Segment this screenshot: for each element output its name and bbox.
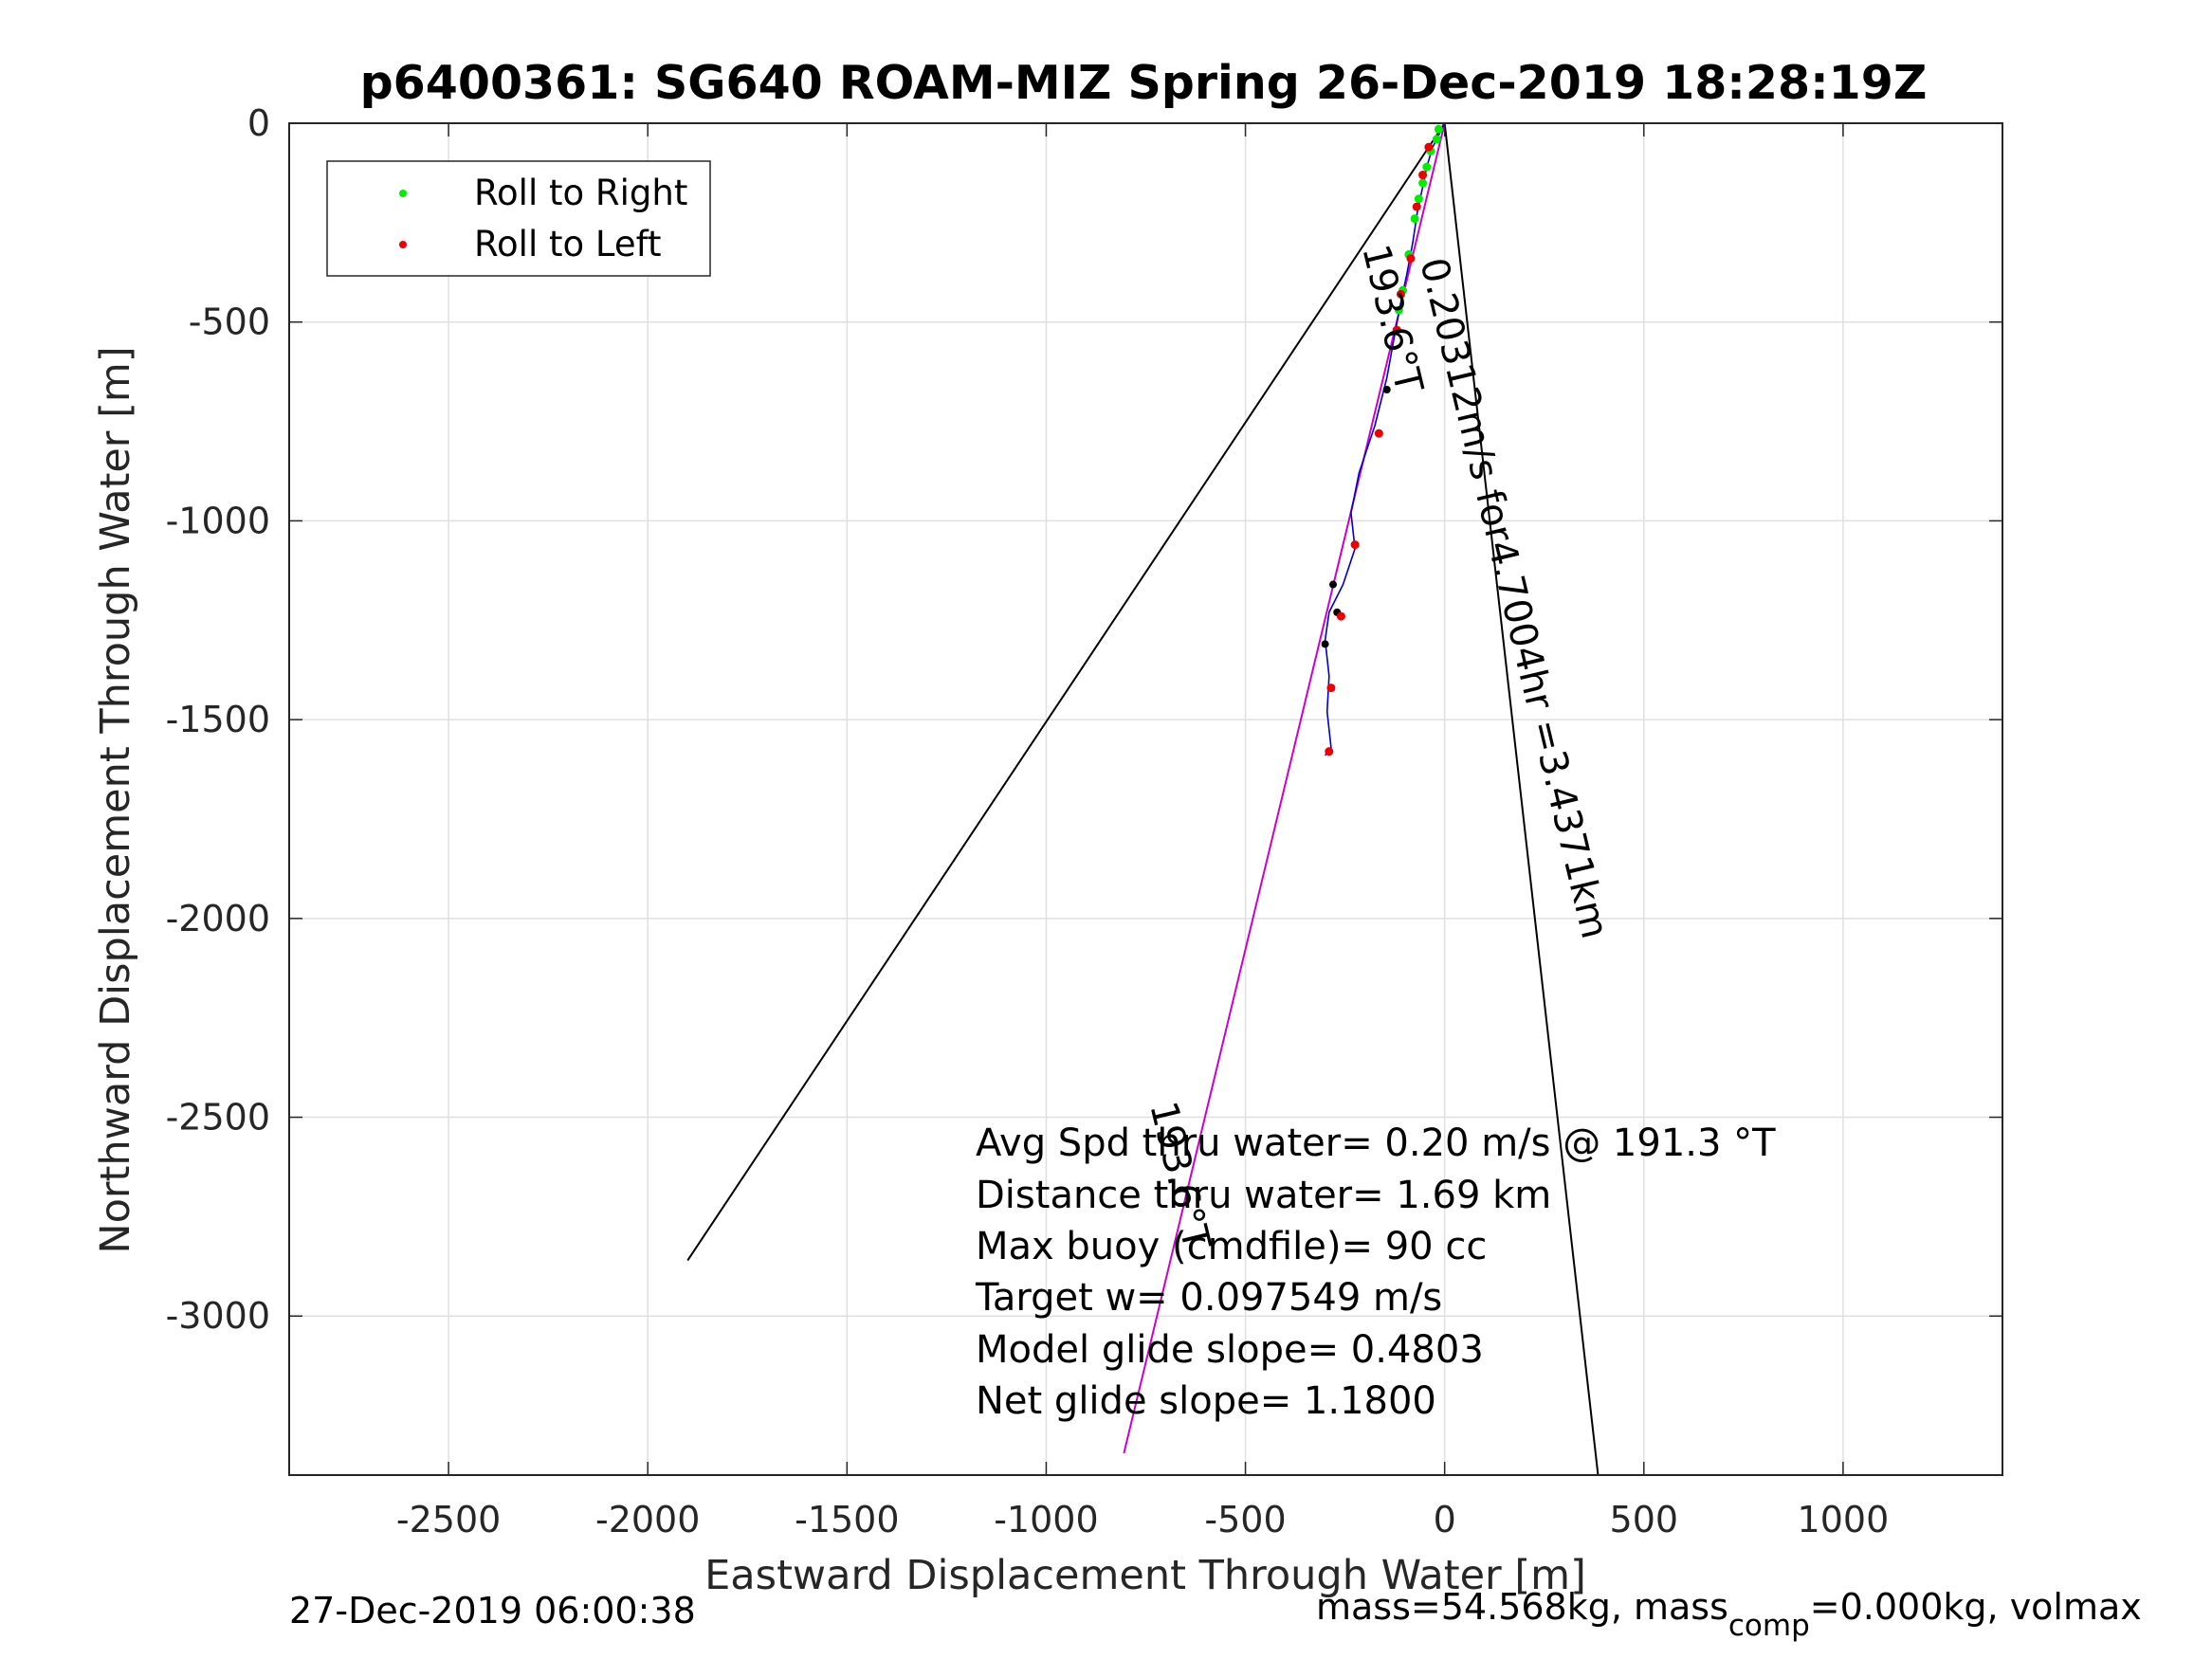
footer-mass: mass=54.568kg, masscomp=0.000kg, volmax [1316,1586,2142,1643]
ticks: -2500 -2000 -1500 -1000 -500 0 500 1000 0 -500 -10… [166,102,2002,1540]
legend: Roll to Right Roll to Left [326,160,711,277]
y-tick-label: -2500 [166,1097,270,1139]
legend-label-roll-left: Roll to Left [474,224,662,264]
roll-to-right-point [1410,214,1419,224]
y-tick-label: -3000 [166,1295,270,1337]
roll-to-left-point [1374,428,1383,438]
neutral-point [1329,580,1338,589]
chart-title: p6400361: SG640 ROAM-MIZ Spring 26-Dec-2… [360,56,1928,110]
roll-to-left-point [1424,142,1434,152]
legend-marker-roll-right [399,190,407,197]
roll-to-left-point [1350,540,1360,550]
y-tick-label: -1000 [166,500,270,541]
reference-line-1 [686,122,1446,1262]
grid [289,122,2002,1475]
neutral-point [1382,386,1391,394]
roll-to-left-point [1392,325,1401,335]
neutral-point [1321,640,1329,648]
stats-block: Avg Spd thru water= 0.20 m/s @ 191.3 °T … [975,1121,1776,1423]
roll-to-right-point [1434,124,1443,134]
roll-to-right-point [1432,135,1441,144]
stat-model-glide: Model glide slope= 0.4803 [976,1328,1484,1372]
footer-mass-suffix: =0.000kg, volmax [1810,1586,2142,1628]
y-tick-label: -500 [189,301,270,343]
y-tick-label: -1500 [166,699,270,740]
roll-to-left-point [1336,611,1345,621]
legend-marker-roll-left [399,241,407,248]
stat-avg-speed: Avg Spd thru water= 0.20 m/s @ 191.3 °T [976,1121,1776,1165]
footer-timestamp: 27-Dec-2019 06:00:38 [289,1590,696,1632]
y-tick-label: 0 [247,102,270,144]
legend-box [326,160,711,277]
roll-to-left-point [1412,202,1421,211]
legend-label-roll-right: Roll to Right [474,173,687,213]
roll-to-right-point [1418,178,1428,188]
roll-to-right-point [1414,194,1423,204]
stat-distance: Distance thru water= 1.69 km [976,1174,1551,1217]
footer-mass-prefix: mass=54.568kg, mass [1316,1586,1728,1628]
x-tick-label: -2500 [396,1499,501,1540]
data-layer [686,122,1600,1476]
x-tick-label: 500 [1610,1499,1679,1540]
stat-max-buoy: Max buoy (cmdfile)= 90 cc [976,1225,1487,1268]
roll-to-left-point [1418,171,1428,180]
roll-to-left-point [1326,684,1336,693]
stat-net-glide: Net glide slope= 1.1800 [976,1379,1436,1423]
glider-track [1324,122,1446,757]
current-line [1123,122,1446,1454]
roll-to-right-point [1422,162,1432,172]
x-tick-label: 1000 [1798,1499,1890,1540]
reference-line-2 [1443,122,1600,1476]
roll-to-left-point [1406,254,1416,264]
roll-to-left-point [1396,289,1405,299]
roll-to-left-point [1325,747,1334,757]
x-tick-label: -1000 [994,1499,1098,1540]
plot-frame [288,122,2003,1476]
x-tick-label: -500 [1204,1499,1286,1540]
footer-mass-sub: comp [1728,1609,1810,1643]
x-tick-label: 0 [1434,1499,1456,1540]
roll-to-right-point [1394,305,1403,315]
y-axis-label: Northward Displacement Through Water [m] [92,346,139,1253]
stat-target-w: Target w= 0.097549 m/s [975,1276,1442,1320]
speed-line-label: 0.20312m/s for4.7004hr =3.4371km [1411,254,1617,943]
x-axis-label: Eastward Displacement Through Water [m] [704,1552,1586,1599]
x-tick-label: -2000 [595,1499,700,1540]
y-tick-label: -2000 [166,898,270,939]
x-tick-label: -1500 [795,1499,899,1540]
